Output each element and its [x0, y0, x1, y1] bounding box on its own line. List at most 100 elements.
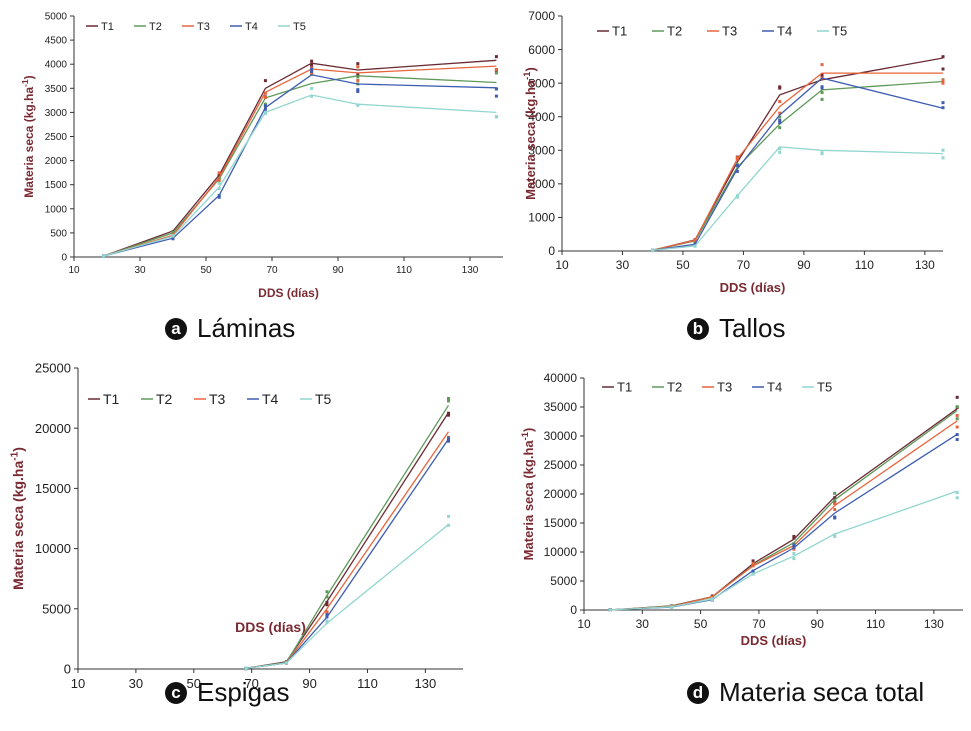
- chart-a-legend-label-T1: T1: [101, 21, 114, 33]
- chart-c-point-T4: [447, 439, 451, 443]
- chart-d-xtick-label: 130: [924, 617, 944, 631]
- chart-b-point-T3: [778, 100, 782, 104]
- chart-b-legend-label-T5: T5: [832, 24, 847, 39]
- chart-d-legend-label-T5: T5: [817, 380, 832, 395]
- chart-d-ytick-label: 10000: [544, 545, 578, 559]
- chart-d-point-T5: [751, 572, 755, 576]
- chart-a-ytick-label: 1000: [45, 204, 68, 215]
- chart-a-point-T5: [310, 94, 314, 98]
- chart-c-xtick-label: 10: [71, 676, 85, 691]
- chart-a-ytick-label: 0: [61, 253, 67, 264]
- chart-a-series-T3: [103, 65, 497, 257]
- chart-a-point-T5: [263, 110, 267, 114]
- chart-a-point-T1: [356, 62, 360, 66]
- caption-c-text: Espigas: [197, 677, 290, 707]
- chart-a-point-T3: [356, 79, 360, 83]
- chart-a-point-T1: [356, 73, 360, 77]
- caption-d-text: Materia seca total: [719, 677, 925, 707]
- chart-d-point-T1: [833, 496, 837, 500]
- chart-b-point-T5: [693, 244, 697, 248]
- chart-c-series-T5: [245, 523, 449, 669]
- chart-c-point-T5: [284, 661, 288, 665]
- chart-b-point-T4: [778, 121, 782, 125]
- chart-d-series-T4: [610, 433, 958, 611]
- chart-b-point-T5: [778, 147, 782, 151]
- chart-a-xtick-label: 110: [396, 265, 412, 276]
- chart-a: 0 500 1000 1500 2000 2500 3000 3500 4000 4500 5000…: [20, 12, 503, 300]
- chart-b-point-T5: [941, 148, 945, 152]
- chart-a-ytick-label: 4000: [45, 60, 68, 71]
- chart-d-ytick-label: 25000: [544, 458, 578, 472]
- chart-b-xtick-label: 30: [616, 258, 630, 272]
- chart-a-ytick-label: 3000: [45, 108, 68, 119]
- chart-b-series-T3: [652, 72, 943, 251]
- chart-b-point-T3: [820, 63, 824, 67]
- chart-a-xtick-label: 30: [134, 265, 146, 276]
- chart-a-point-T1: [263, 79, 267, 83]
- chart-b-point-T3: [735, 157, 739, 161]
- chart-c: 0 5000 10000 15000 20000 25000 10 30 50 70 90 110 13…: [9, 361, 463, 691]
- chart-c-legend-label-T4: T4: [262, 391, 279, 407]
- chart-d-point-T4: [792, 545, 796, 549]
- chart-a-series-T2: [103, 75, 497, 257]
- chart-d-point-T3: [955, 413, 959, 417]
- chart-d-point-T3: [751, 564, 755, 568]
- chart-b-point-T1: [778, 86, 782, 90]
- chart-d-point-T5: [955, 496, 959, 500]
- chart-d-series-T3: [610, 420, 958, 611]
- chart-d-y-label: Materia seca (kg.ha-1): [520, 428, 536, 561]
- chart-b-point-T4: [941, 101, 945, 105]
- chart-d-point-T1: [751, 559, 755, 563]
- chart-b-point-T5: [778, 150, 782, 154]
- chart-d-xtick-label: 50: [694, 617, 708, 631]
- chart-a-legend-label-T5: T5: [293, 21, 306, 33]
- chart-b-point-T3: [941, 78, 945, 82]
- chart-b-point-T5: [820, 151, 824, 155]
- chart-b-legend-label-T2: T2: [667, 24, 682, 39]
- chart-a-xtick-label: 10: [68, 265, 80, 276]
- chart-b-ytick-label: 3000: [528, 143, 555, 157]
- chart-c-point-T1: [447, 413, 451, 417]
- chart-b-ytick-label: 2000: [528, 177, 555, 191]
- chart-a-ytick-label: 500: [50, 228, 67, 239]
- chart-b-point-T2: [820, 97, 824, 101]
- chart-b-point-T5: [651, 249, 655, 253]
- chart-c-legend-label-T5: T5: [315, 391, 332, 407]
- chart-c-point-T5: [325, 620, 329, 624]
- chart-a-xtick-label: 90: [332, 265, 344, 276]
- chart-c-ytick-label: 25000: [35, 361, 71, 376]
- chart-b-xtick-label: 50: [676, 258, 690, 272]
- chart-c-y-label: Materia seca (kg.ha-1): [9, 447, 26, 590]
- chart-a-point-T3: [494, 68, 498, 72]
- chart-a-series-T4: [103, 74, 497, 257]
- chart-c-point-T4: [447, 436, 451, 440]
- chart-c-point-T5: [447, 523, 451, 527]
- chart-a-point-T3: [263, 95, 267, 99]
- chart-a-point-T5: [310, 86, 314, 90]
- chart-b-ytick-label: 5000: [528, 76, 555, 90]
- chart-d-point-T5: [608, 608, 612, 612]
- chart-c-xtick-label: 90: [302, 676, 316, 691]
- chart-b-point-T2: [778, 115, 782, 119]
- chart-d-ytick-label: 20000: [544, 487, 578, 501]
- chart-b-xtick-label: 130: [915, 258, 935, 272]
- chart-d-point-T3: [955, 425, 959, 429]
- chart-d-xtick-label: 10: [577, 617, 591, 631]
- chart-d-point-T2: [833, 498, 837, 502]
- chart-c-point-T1: [325, 600, 329, 604]
- chart-c-x-label: DDS (días): [235, 619, 306, 635]
- chart-a-point-T4: [217, 194, 221, 198]
- chart-b-ytick-label: 7000: [528, 9, 555, 23]
- chart-d-point-T2: [955, 405, 959, 409]
- chart-b-point-T3: [941, 81, 945, 85]
- chart-c-point-T4: [325, 615, 329, 619]
- chart-a-legend-label-T2: T2: [149, 21, 162, 33]
- caption-d: d Materia seca total: [687, 677, 924, 708]
- chart-d-point-T5: [792, 557, 796, 561]
- chart-a-point-T5: [171, 234, 175, 238]
- chart-b-legend-label-T4: T4: [777, 24, 792, 39]
- chart-a-ytick-label: 5000: [45, 12, 68, 23]
- chart-a-ytick-label: 3500: [45, 84, 68, 95]
- chart-a-point-T2: [217, 177, 221, 181]
- chart-a-point-T1: [217, 173, 221, 177]
